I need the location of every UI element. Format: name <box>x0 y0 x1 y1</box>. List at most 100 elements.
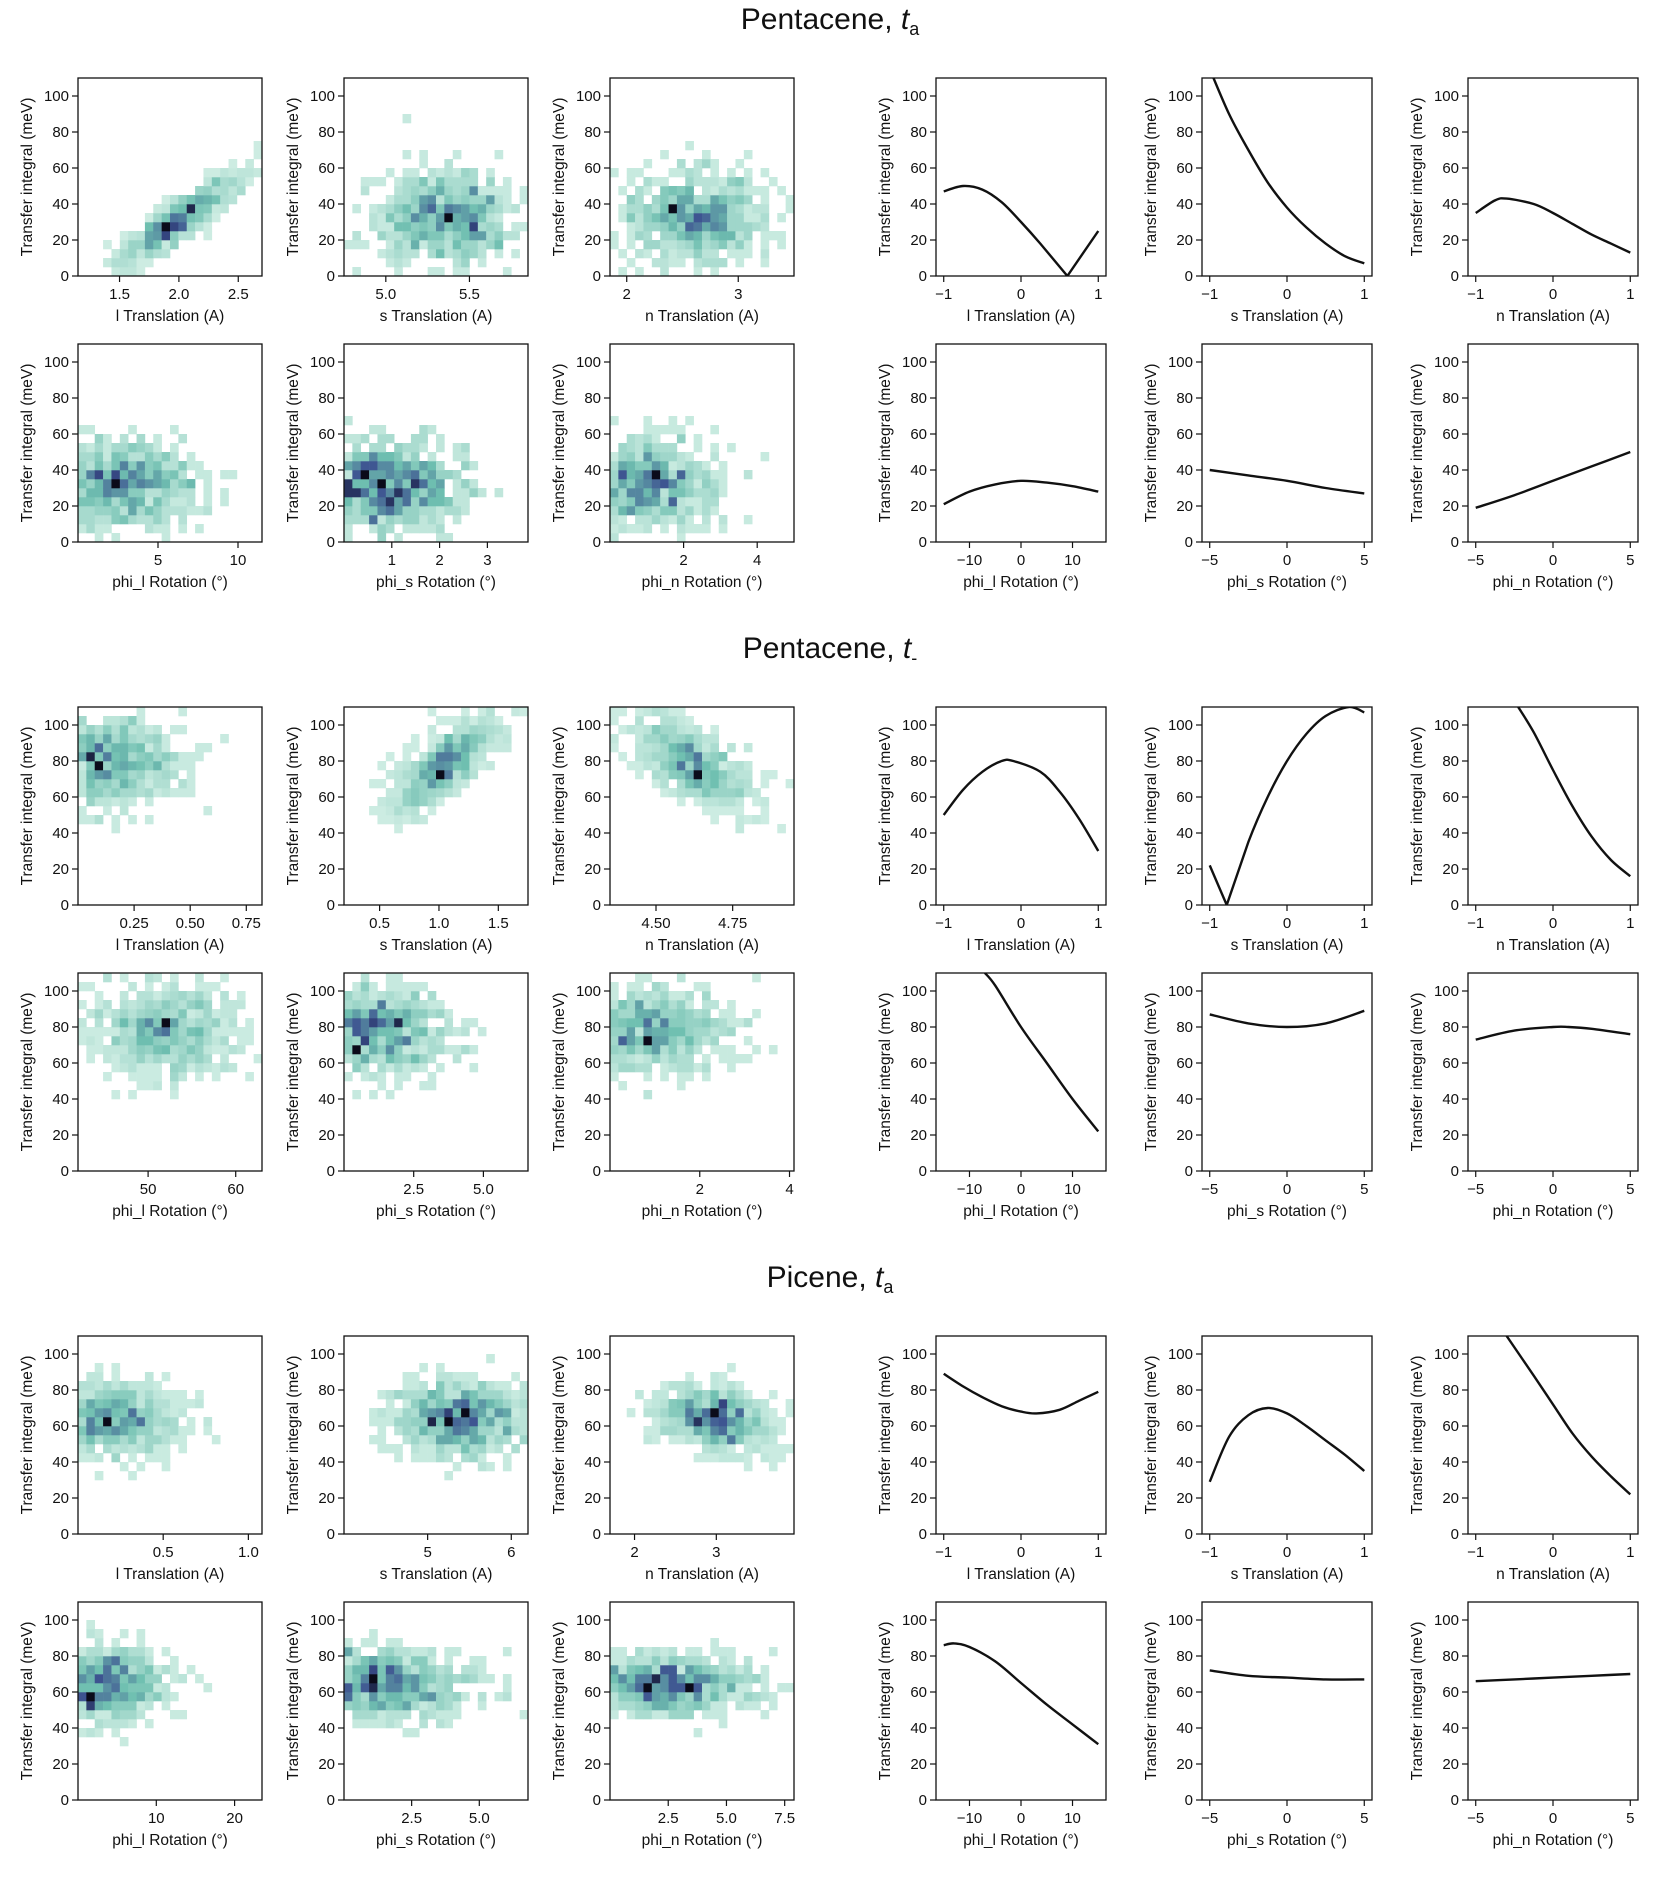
heatmap-cell <box>651 222 661 232</box>
heatmap-cell <box>344 1072 353 1082</box>
heatmap-cell <box>385 973 395 983</box>
heatmap-cell <box>693 177 703 187</box>
heatmap-cell <box>195 1018 204 1028</box>
heatmap-cell <box>643 249 653 259</box>
heatmap-cell <box>436 1399 445 1409</box>
heatmap-cell <box>394 249 403 259</box>
y-tick-label: 60 <box>910 426 927 443</box>
axes-frame <box>935 343 1107 543</box>
heatmap-cell <box>410 761 420 771</box>
heatmap-cell <box>161 461 171 471</box>
axes-frame <box>609 77 795 277</box>
x-tick-label: 1.0 <box>429 915 450 932</box>
heatmap-cell <box>153 1426 162 1436</box>
y-tick-label: 20 <box>584 1127 601 1144</box>
heatmap-cell <box>220 734 229 744</box>
heatmap-cell <box>78 461 87 471</box>
heatmap-cell <box>651 213 661 223</box>
x-tick-label: −5 <box>1201 1810 1218 1827</box>
heatmap-cell <box>735 1390 745 1400</box>
heatmap-cell <box>410 1701 420 1711</box>
heatmap-cell <box>710 761 720 771</box>
heatmap-cell <box>385 815 395 825</box>
heatmap-cell <box>477 222 487 232</box>
heatmap-cell <box>668 761 678 771</box>
heatmap-cell <box>153 1054 162 1064</box>
y-tick-label: 100 <box>310 717 335 734</box>
heatmap-cell <box>676 797 686 807</box>
heatmap-cell <box>461 240 470 250</box>
heatmap-cell <box>651 1045 661 1055</box>
heatmap-cell <box>228 470 238 480</box>
heatmap-cell <box>419 1710 428 1720</box>
y-tick-label: 80 <box>1442 1382 1459 1399</box>
heatmap-cell <box>452 1710 462 1720</box>
heatmap-cell <box>494 725 504 735</box>
heatmap-cell <box>710 204 720 214</box>
heatmap-cell <box>660 506 669 516</box>
x-tick-label: 5 <box>1360 1810 1368 1827</box>
heatmap-cell <box>685 734 694 744</box>
heatmap-cell <box>477 1665 487 1675</box>
y-axis-label: Transfer integral (meV) <box>19 727 36 886</box>
heatmap-cell <box>444 1408 454 1418</box>
heatmap-cell <box>86 788 96 798</box>
series-line <box>1475 450 1631 509</box>
y-tick-label: 100 <box>576 354 601 371</box>
heatmap-cell <box>685 213 694 223</box>
heatmap-cell <box>685 204 694 214</box>
heatmap-cell <box>344 434 353 444</box>
heatmap-cell <box>693 497 703 507</box>
heatmap-cell <box>170 1390 179 1400</box>
heatmap-cell <box>186 452 196 462</box>
heatmap-cell <box>618 1009 628 1019</box>
heatmap-cell <box>352 1656 362 1666</box>
heatmap-cell <box>436 779 445 789</box>
series-line <box>943 184 1100 276</box>
heatmap-cell <box>735 159 745 169</box>
heatmap-cell <box>635 734 644 744</box>
heatmap-cell <box>452 761 462 771</box>
heatmap-cell <box>419 1045 428 1055</box>
heatmap-cell <box>668 1417 678 1427</box>
heatmap-cell <box>668 1683 678 1693</box>
heatmap-cell <box>119 1417 129 1427</box>
x-tick-label: 4 <box>753 552 761 569</box>
heatmap-cell <box>178 506 188 516</box>
heatmap-cell <box>186 1426 196 1436</box>
heatmap-cell <box>178 1072 188 1082</box>
heatmap-cell <box>610 470 619 480</box>
x-tick-label: 2 <box>435 552 443 569</box>
heatmap-cell <box>743 177 753 187</box>
heatmap-cell <box>170 1417 179 1427</box>
x-tick-label: −10 <box>957 552 982 569</box>
heatmap-cell <box>436 1435 445 1445</box>
heatmap-cell <box>676 515 686 525</box>
heatmap-cell <box>360 973 370 983</box>
heatmap-cell <box>394 1045 403 1055</box>
heatmap-cell <box>427 231 437 241</box>
heatmap-cell <box>643 1063 653 1073</box>
heatmap-cell <box>626 434 636 444</box>
heatmap-cell <box>78 1426 87 1436</box>
y-tick-label: 0 <box>327 534 335 551</box>
heatmap-cell <box>119 1027 129 1037</box>
heatmap-cell <box>161 770 171 780</box>
heatmap-cell <box>668 497 678 507</box>
heatmap-cell <box>494 1381 504 1391</box>
heatmap-cell <box>385 1417 395 1427</box>
heatmap-cell <box>660 1027 669 1037</box>
heatmap-cell <box>752 204 761 214</box>
heatmap-cell <box>676 506 686 516</box>
x-tick-label: 0 <box>1283 1810 1291 1827</box>
heatmap-cell <box>651 1009 661 1019</box>
heatmap-cell <box>635 461 644 471</box>
heatmap-cell <box>760 779 770 789</box>
heatmap-cell <box>436 1372 445 1382</box>
heatmap-cells <box>610 141 795 277</box>
y-axis-label: Transfer integral (meV) <box>285 1622 302 1781</box>
heatmap-cell <box>511 222 520 232</box>
heatmap-cell <box>427 779 437 789</box>
heatmap-cell <box>103 734 112 744</box>
